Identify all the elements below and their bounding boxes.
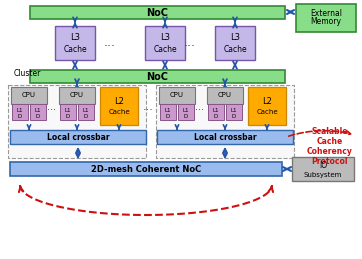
Text: L1: L1 <box>213 107 219 112</box>
Bar <box>208 104 224 120</box>
Text: Cache: Cache <box>317 138 343 147</box>
Text: Local crossbar: Local crossbar <box>194 133 256 141</box>
Text: D: D <box>166 113 170 119</box>
Text: NoC: NoC <box>146 72 168 82</box>
Text: ...: ... <box>184 37 196 49</box>
Text: ...: ... <box>143 102 153 112</box>
Text: Cache: Cache <box>63 45 87 54</box>
Bar <box>215 26 255 60</box>
Bar <box>30 70 285 83</box>
Text: Memory: Memory <box>311 18 341 26</box>
Text: Cluster: Cluster <box>14 68 41 77</box>
Bar <box>145 26 185 60</box>
Bar <box>10 130 146 144</box>
Text: L2: L2 <box>262 97 272 105</box>
Text: ...: ... <box>47 102 56 112</box>
Text: L1: L1 <box>231 107 237 112</box>
Text: Protocol: Protocol <box>312 157 348 167</box>
Text: Scalable: Scalable <box>312 127 348 136</box>
Bar <box>55 26 95 60</box>
Bar <box>30 104 46 120</box>
Text: L1: L1 <box>17 107 23 112</box>
Text: CPU: CPU <box>70 92 84 98</box>
Text: D: D <box>36 113 40 119</box>
Bar <box>8 85 146 158</box>
Bar <box>60 104 76 120</box>
Bar <box>226 104 242 120</box>
Bar <box>157 130 293 144</box>
Bar <box>156 85 294 158</box>
Text: D: D <box>84 113 88 119</box>
Text: L2: L2 <box>114 97 124 105</box>
Bar <box>207 87 243 104</box>
Bar <box>178 104 194 120</box>
Text: D: D <box>232 113 236 119</box>
Text: Cache: Cache <box>153 45 177 54</box>
Bar <box>248 87 286 125</box>
Text: D: D <box>214 113 218 119</box>
Text: ...: ... <box>195 102 205 112</box>
Bar <box>159 87 195 104</box>
Text: D: D <box>66 113 70 119</box>
Bar <box>30 6 285 19</box>
Bar <box>12 104 28 120</box>
Text: L1: L1 <box>165 107 171 112</box>
Text: Cache: Cache <box>256 109 278 115</box>
Bar <box>292 157 354 181</box>
Text: External: External <box>310 10 342 18</box>
Text: Subsystem: Subsystem <box>304 172 342 178</box>
Bar <box>78 104 94 120</box>
Text: ...: ... <box>104 37 116 49</box>
Bar <box>11 87 47 104</box>
Bar <box>160 104 176 120</box>
Text: IO: IO <box>319 162 327 170</box>
Text: D: D <box>184 113 188 119</box>
Text: L3: L3 <box>160 33 170 42</box>
Text: CPU: CPU <box>22 92 36 98</box>
Text: L1: L1 <box>183 107 189 112</box>
Bar <box>100 87 138 125</box>
Text: L1: L1 <box>83 107 89 112</box>
Text: Cache: Cache <box>108 109 130 115</box>
Text: Local crossbar: Local crossbar <box>47 133 109 141</box>
Text: L1: L1 <box>65 107 71 112</box>
Bar <box>296 4 356 32</box>
Text: L1: L1 <box>35 107 41 112</box>
Text: L3: L3 <box>70 33 80 42</box>
Bar <box>10 162 282 176</box>
Text: Cache: Cache <box>223 45 247 54</box>
Text: D: D <box>18 113 22 119</box>
Bar <box>59 87 95 104</box>
Text: 2D-mesh Coherent NoC: 2D-mesh Coherent NoC <box>91 164 201 174</box>
Text: Coherency: Coherency <box>307 147 353 156</box>
Text: L3: L3 <box>230 33 240 42</box>
Text: NoC: NoC <box>146 8 168 18</box>
Text: CPU: CPU <box>170 92 184 98</box>
Text: CPU: CPU <box>218 92 232 98</box>
